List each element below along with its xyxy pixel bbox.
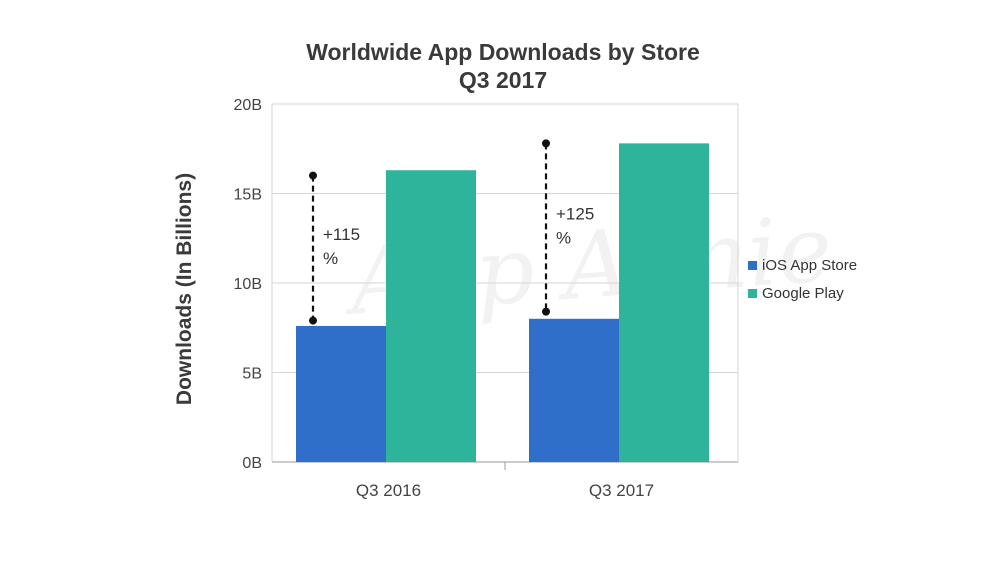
y-tick-label: 0B [242, 455, 262, 472]
bars [296, 143, 709, 463]
chart-subtitle: Q3 2017 [459, 67, 547, 93]
bar-google-play-0 [386, 170, 476, 463]
growth-label-percent: % [556, 229, 571, 248]
growth-label-percent: % [323, 249, 338, 268]
growth-label: +115 [323, 225, 360, 244]
connector-bottom-dot [309, 316, 317, 325]
growth-label: +125 [556, 205, 594, 224]
annotations: +115% +125% [309, 139, 594, 325]
bar-google-play-1 [619, 143, 709, 462]
y-tick-label: 20B [234, 97, 262, 114]
bar-ios-app-store-1 [529, 318, 619, 462]
y-tick-label: 5B [242, 366, 262, 383]
chart-title: Worldwide App Downloads by Store [306, 39, 700, 65]
connector-top-dot [309, 171, 317, 180]
y-tick-label: 10B [234, 276, 262, 293]
y-axis-label: Downloads (In Billions) [173, 173, 196, 405]
connector-bottom-dot [542, 307, 550, 316]
legend-label: Google Play [762, 285, 844, 302]
legend: iOS App Store Google Play [748, 257, 857, 302]
x-category-label: Q3 2017 [589, 481, 654, 500]
legend-swatch [748, 261, 757, 270]
y-tick-label: 15B [234, 187, 262, 204]
tick-labels: 0B 5B 10B 15B 20B Q3 2016 Q3 2017 [234, 97, 655, 500]
bar-ios-app-store-0 [296, 325, 386, 462]
x-category-label: Q3 2016 [356, 481, 421, 500]
legend-label: iOS App Store [762, 257, 857, 274]
connector-top-dot [542, 139, 550, 148]
legend-swatch [748, 289, 757, 298]
